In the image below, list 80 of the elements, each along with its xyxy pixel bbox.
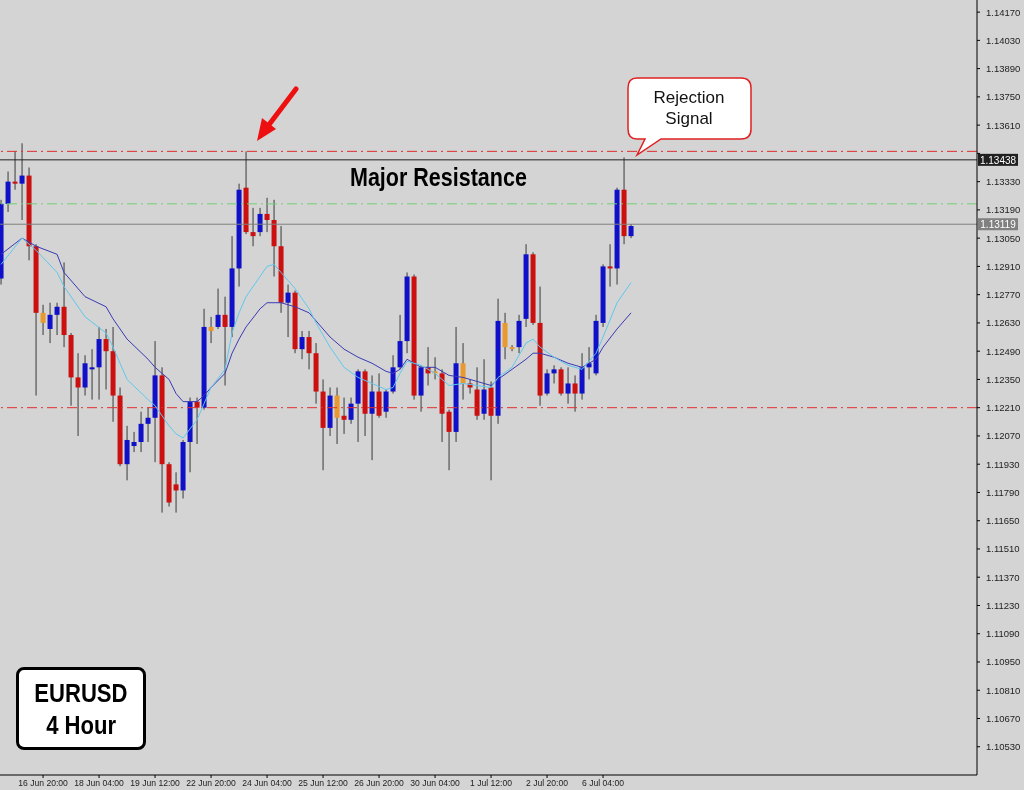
candlestick xyxy=(173,471,179,514)
y-tick-label: 1.12630 xyxy=(986,317,1021,329)
candlestick xyxy=(565,366,571,405)
x-tick-label: 30 Jun 04:00 xyxy=(410,778,461,789)
candlestick xyxy=(383,389,389,419)
y-tick-label: 1.11230 xyxy=(986,599,1020,611)
x-tick-label: 16 Jun 20:00 xyxy=(18,778,69,789)
ref-line-label: 1.13119 xyxy=(980,219,1017,231)
candlestick xyxy=(131,431,137,453)
candlestick xyxy=(40,304,46,336)
x-tick-label: 22 Jun 20:00 xyxy=(186,778,237,789)
x-tick-label: 26 Jun 20:00 xyxy=(354,778,405,789)
y-tick-label: 1.13750 xyxy=(986,91,1021,103)
candlestick xyxy=(264,197,270,233)
y-tick-label: 1.10810 xyxy=(986,684,1021,696)
y-tick-label: 1.12770 xyxy=(986,289,1021,301)
y-tick-label: 1.13610 xyxy=(986,119,1021,131)
x-tick-label: 1 Jul 12:00 xyxy=(470,778,513,789)
candlestick xyxy=(446,409,452,471)
candlestick xyxy=(257,207,263,237)
y-tick-label: 1.13330 xyxy=(986,176,1021,188)
candlestick xyxy=(145,407,151,443)
y-tick-label: 1.12910 xyxy=(986,260,1021,272)
candlestick xyxy=(250,207,256,247)
x-tick-label: 6 Jul 04:00 xyxy=(582,778,625,789)
text: Rejection Signal xyxy=(652,87,726,129)
candlestick xyxy=(5,171,11,213)
y-tick-label: 1.11090 xyxy=(986,628,1020,640)
y-tick-label: 1.11790 xyxy=(986,486,1020,498)
y-tick-label: 1.13890 xyxy=(986,63,1021,75)
candlestick xyxy=(306,330,312,370)
y-tick-label: 1.12070 xyxy=(986,430,1021,442)
candlestick xyxy=(544,368,550,397)
candlestick xyxy=(222,296,228,386)
y-tick-label: 1.13050 xyxy=(986,232,1021,244)
candlestick xyxy=(208,316,214,344)
ref-line-label: 1.13438 xyxy=(979,154,1017,166)
annotation: Major Resistance xyxy=(350,163,527,192)
candlestick xyxy=(348,397,354,425)
y-tick-label: 1.13190 xyxy=(986,204,1021,216)
x-tick-label: 18 Jun 04:00 xyxy=(74,778,125,789)
y-tick-label: 1.12350 xyxy=(986,373,1021,385)
y-tick-label: 1.12490 xyxy=(986,345,1021,357)
y-tick-label: 1.11370 xyxy=(986,571,1020,583)
candlestick xyxy=(299,330,305,360)
x-tick-label: 19 Jun 12:00 xyxy=(130,778,181,789)
y-tick-label: 1.10530 xyxy=(986,741,1021,753)
y-tick-label: 1.11930 xyxy=(986,458,1020,470)
y-tick-label: 1.11510 xyxy=(986,543,1020,555)
candlestick xyxy=(509,344,515,352)
y-tick-label: 1.10950 xyxy=(986,656,1021,668)
candlestick xyxy=(19,142,25,221)
text: EURUSD xyxy=(34,676,128,709)
x-tick-label: 25 Jun 12:00 xyxy=(298,778,349,789)
candlestick xyxy=(12,150,18,191)
candlestick xyxy=(103,328,109,391)
y-tick-label: 1.12210 xyxy=(986,402,1021,414)
y-tick-label: 1.10670 xyxy=(986,712,1021,724)
text: 4 Hour xyxy=(46,708,116,741)
candlestick xyxy=(47,302,53,344)
candlestick xyxy=(334,387,340,445)
candlestick xyxy=(341,397,347,435)
candlestick xyxy=(460,342,466,401)
y-tick-label: 1.14030 xyxy=(986,34,1021,46)
candlestick xyxy=(89,348,95,401)
candlestick xyxy=(369,374,375,461)
candlestick xyxy=(215,288,221,330)
line-series xyxy=(0,237,632,439)
y-tick-label: 1.14170 xyxy=(986,6,1021,18)
x-tick-label: 2 Jul 20:00 xyxy=(526,778,569,789)
candlestick xyxy=(285,284,291,338)
candlestick xyxy=(75,352,81,437)
candlestick xyxy=(551,364,557,384)
y-tick-label: 1.11650 xyxy=(986,515,1020,527)
candlestick xyxy=(572,374,578,413)
x-tick-label: 24 Jun 04:00 xyxy=(242,778,293,789)
candlestick xyxy=(607,243,613,288)
candlestick xyxy=(194,397,200,445)
candlestick xyxy=(54,302,60,336)
candlestick xyxy=(138,411,144,453)
